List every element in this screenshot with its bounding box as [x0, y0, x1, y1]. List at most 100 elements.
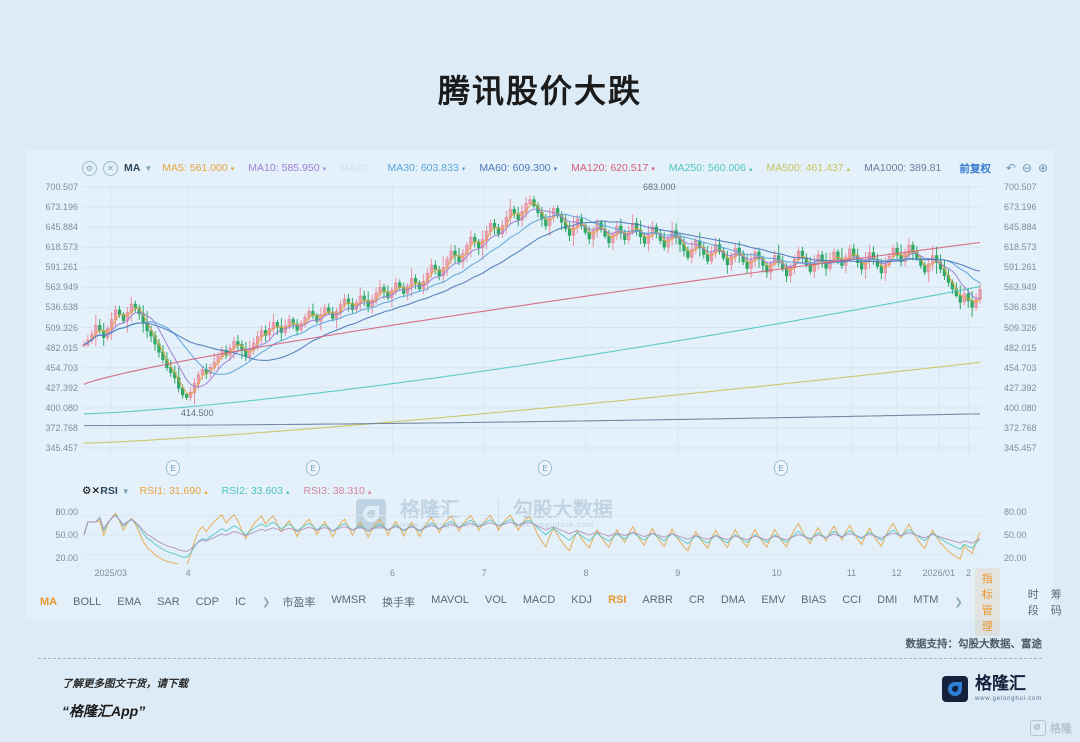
- gear-icon[interactable]: ⚙: [82, 160, 97, 176]
- close-circle-icon[interactable]: ✕: [103, 160, 118, 176]
- price-tick: 509.326: [45, 322, 78, 333]
- candle: [350, 297, 355, 314]
- ma-legend-ma500[interactable]: MA500: 461.437 ▴: [767, 162, 851, 174]
- candle: [552, 205, 556, 223]
- candlestick-plot[interactable]: [82, 180, 982, 455]
- tabbar-时段[interactable]: 时段: [1027, 589, 1039, 617]
- close-circle-icon[interactable]: ✕: [91, 485, 101, 497]
- legend-value: 620.517: [610, 162, 649, 174]
- candle: [698, 232, 702, 257]
- tab-MACD[interactable]: MACD: [522, 594, 556, 606]
- legend-marker: ▴: [367, 489, 372, 496]
- tab-ARBR[interactable]: ARBR: [642, 594, 673, 606]
- tab-SAR[interactable]: SAR: [157, 596, 180, 608]
- tab-BOLL[interactable]: BOLL: [73, 596, 102, 608]
- tabbar-筹码[interactable]: 筹码: [1050, 589, 1062, 617]
- legend-marker: ▾: [461, 166, 466, 173]
- legend-label: MA10:: [248, 162, 279, 174]
- ma-indicator-toolbar[interactable]: ⚙ ✕ MA ▼ MA5: 561.000 ▾ MA10: 585.950 ▾ MA20: M…: [82, 158, 1048, 178]
- tab-CDP[interactable]: CDP: [195, 596, 219, 608]
- earnings-marker[interactable]: E: [538, 460, 552, 476]
- ma-legend-ma5[interactable]: MA5: 561.000 ▾: [162, 162, 234, 174]
- earnings-marker[interactable]: E: [166, 460, 180, 476]
- chevron-down-icon[interactable]: ▼: [121, 486, 130, 496]
- earnings-marker[interactable]: E: [774, 460, 788, 476]
- adjust-mode-label[interactable]: 前复权: [959, 162, 991, 175]
- zoom-in-icon[interactable]: ⊕: [1037, 161, 1049, 175]
- candle: [441, 256, 445, 284]
- rsi-legend-rsi2[interactable]: RSI2: 33.603 ▴: [222, 485, 290, 497]
- tab-MAVOL[interactable]: MAVOL: [431, 594, 469, 606]
- candle: [820, 250, 824, 268]
- candle: [133, 300, 137, 313]
- earnings-marker[interactable]: E: [306, 460, 320, 476]
- ma-legend-ma20[interactable]: MA20:: [340, 162, 373, 174]
- candle: [473, 233, 477, 248]
- ma-legend-ma60[interactable]: MA60: 609.300 ▾: [479, 162, 557, 174]
- candle: [338, 299, 343, 318]
- rsi-plot[interactable]: [82, 506, 982, 564]
- date-tick: 6: [389, 568, 396, 578]
- candle: [863, 251, 868, 280]
- tab-EMV[interactable]: EMV: [761, 594, 786, 606]
- candle: [141, 305, 145, 333]
- legend-value: 561.000: [189, 162, 228, 174]
- date-tick: 4: [185, 568, 191, 578]
- tab-KDJ[interactable]: KDJ: [571, 594, 593, 606]
- tab-CCI[interactable]: CCI: [842, 594, 862, 606]
- ma-legend-ma120[interactable]: MA120: 620.517 ▾: [571, 162, 655, 174]
- candle: [532, 195, 536, 208]
- tab-RSI[interactable]: RSI: [608, 594, 627, 606]
- candle: [86, 334, 90, 348]
- ma-line-ma30: [83, 213, 981, 375]
- tab-BIAS[interactable]: BIAS: [801, 594, 827, 606]
- candle: [512, 205, 516, 219]
- tab-DMI[interactable]: DMI: [877, 594, 898, 606]
- ma-legend-ma30[interactable]: MA30: 603.833 ▾: [387, 162, 465, 174]
- tab-CR[interactable]: CR: [688, 594, 705, 606]
- ma-legend-ma1000[interactable]: MA1000: 389.81: [864, 162, 941, 174]
- tab-MTM[interactable]: MTM: [913, 594, 939, 606]
- tab-换手率[interactable]: 换手率: [382, 597, 416, 609]
- ma-legend-ma250[interactable]: MA250: 560.006 ▴: [669, 162, 753, 174]
- candle: [129, 296, 133, 322]
- tab-VOL[interactable]: VOL: [484, 594, 507, 606]
- chevron-right-icon[interactable]: ❯: [261, 596, 271, 608]
- rsi-indicator-toolbar[interactable]: ⚙ ✕ RSI ▼ RSI1: 31.690 ▴ RSI2: 33.603 ▴ RSI3: 3…: [82, 482, 385, 500]
- chevron-down-icon[interactable]: ▼: [144, 163, 153, 173]
- rsi-line-rsi1: [83, 512, 981, 564]
- price-tick: 482.015: [1004, 342, 1037, 353]
- indicator-tabbar[interactable]: MA BOLL EMA SAR CDP IC ❯ 市盈率 WMSR 换手率 MAVOL VOL MA…: [26, 568, 1062, 636]
- tab-DMA[interactable]: DMA: [720, 594, 746, 606]
- chevron-right-icon-2[interactable]: ❯: [954, 596, 963, 608]
- footer-brand: 格隆汇 www.gelonghui.com: [942, 676, 1042, 702]
- tab-MA[interactable]: MA: [40, 596, 58, 608]
- legend-value: 461.437: [805, 162, 844, 174]
- price-tick: 400.080: [1004, 402, 1037, 413]
- corner-watermark: 格隆: [1030, 720, 1072, 736]
- footer-brand-name: 格隆汇: [975, 674, 1027, 694]
- indicator-management-button[interactable]: 指标管理: [974, 568, 1000, 636]
- price-tick: 700.507: [45, 182, 78, 192]
- candle: [90, 329, 94, 344]
- tab-EMA[interactable]: EMA: [117, 596, 142, 608]
- ma-legend-ma10[interactable]: MA10: 585.950 ▾: [248, 162, 326, 174]
- rsi-tick: 50.00: [55, 530, 78, 540]
- undo-icon[interactable]: ↶: [1005, 161, 1016, 175]
- candle: [113, 305, 118, 328]
- price-tick: 454.703: [1004, 362, 1037, 373]
- indicator-name-ma: MA: [124, 162, 141, 174]
- tab-IC[interactable]: IC: [234, 596, 246, 608]
- tabbar-mid-group: 市盈率 WMSR 换手率 MAVOL VOL MACD KDJ RSI ARBR CR DMA EMV…: [282, 594, 954, 610]
- date-tick: 12: [891, 568, 902, 578]
- price-annotation: 683.000: [643, 182, 676, 192]
- gear-icon[interactable]: ⚙: [82, 485, 92, 497]
- rsi-legend-rsi3[interactable]: RSI3: 38.310 ▴: [303, 485, 371, 497]
- tab-WMSR[interactable]: WMSR: [331, 594, 367, 606]
- zoom-out-icon[interactable]: ⊖: [1021, 161, 1032, 175]
- price-tick: 673.196: [45, 202, 78, 213]
- candle: [504, 210, 508, 234]
- rsi-legend-rsi1[interactable]: RSI1: 31.690 ▴: [140, 485, 208, 497]
- tab-市盈率[interactable]: 市盈率: [282, 597, 316, 609]
